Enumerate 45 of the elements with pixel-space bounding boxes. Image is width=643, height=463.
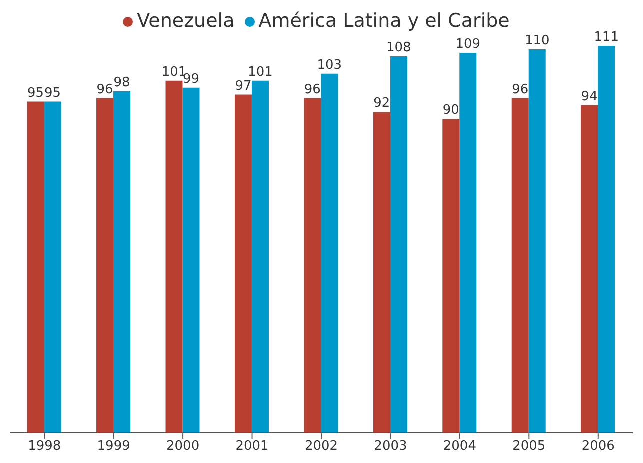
data-label: 110: [524, 33, 550, 48]
data-label: 96: [512, 82, 529, 98]
data-label: 111: [594, 30, 619, 45]
bar: [442, 119, 460, 433]
bar: [528, 49, 546, 433]
bar: [304, 98, 322, 433]
bar: [460, 52, 477, 433]
data-label: 97: [235, 78, 252, 94]
bar: [27, 102, 44, 433]
data-label: 94: [581, 89, 598, 104]
bar: [321, 74, 338, 433]
data-label: 96: [96, 82, 114, 98]
data-label: 95: [44, 86, 62, 101]
bar: [114, 91, 131, 433]
x-tick-label: 1998: [28, 439, 62, 454]
bar: [44, 102, 62, 433]
legend-label: Venezuela: [137, 10, 235, 32]
bar: [512, 98, 529, 433]
bar: [252, 80, 269, 433]
x-tick-label: 2006: [582, 439, 615, 454]
data-label: 98: [114, 75, 130, 90]
data-label: 90: [442, 103, 460, 118]
legend-label: América Latina y el Caribe: [258, 10, 510, 32]
data-label: 92: [374, 96, 390, 112]
x-tick-label: 2005: [512, 439, 546, 454]
x-tick-label: 2003: [374, 439, 408, 454]
data-label: 95: [28, 86, 44, 101]
bar: [598, 46, 616, 433]
x-tick-label: 2001: [236, 439, 269, 454]
x-tick-label: 2000: [166, 439, 200, 454]
x-tick-label: 2002: [304, 439, 338, 454]
bar: [182, 88, 200, 433]
bar: [390, 56, 408, 433]
x-tick-label: 1999: [97, 439, 130, 454]
bar: [234, 94, 252, 433]
data-label: 108: [386, 40, 412, 56]
bar: [581, 105, 598, 433]
data-label: 101: [248, 64, 273, 80]
x-tick-label: 2004: [443, 439, 476, 454]
data-label: 109: [456, 36, 481, 52]
data-label: 96: [304, 82, 321, 98]
bar: [373, 112, 390, 433]
bar: [166, 80, 183, 433]
bar: [96, 98, 114, 433]
data-label: 103: [317, 58, 342, 73]
